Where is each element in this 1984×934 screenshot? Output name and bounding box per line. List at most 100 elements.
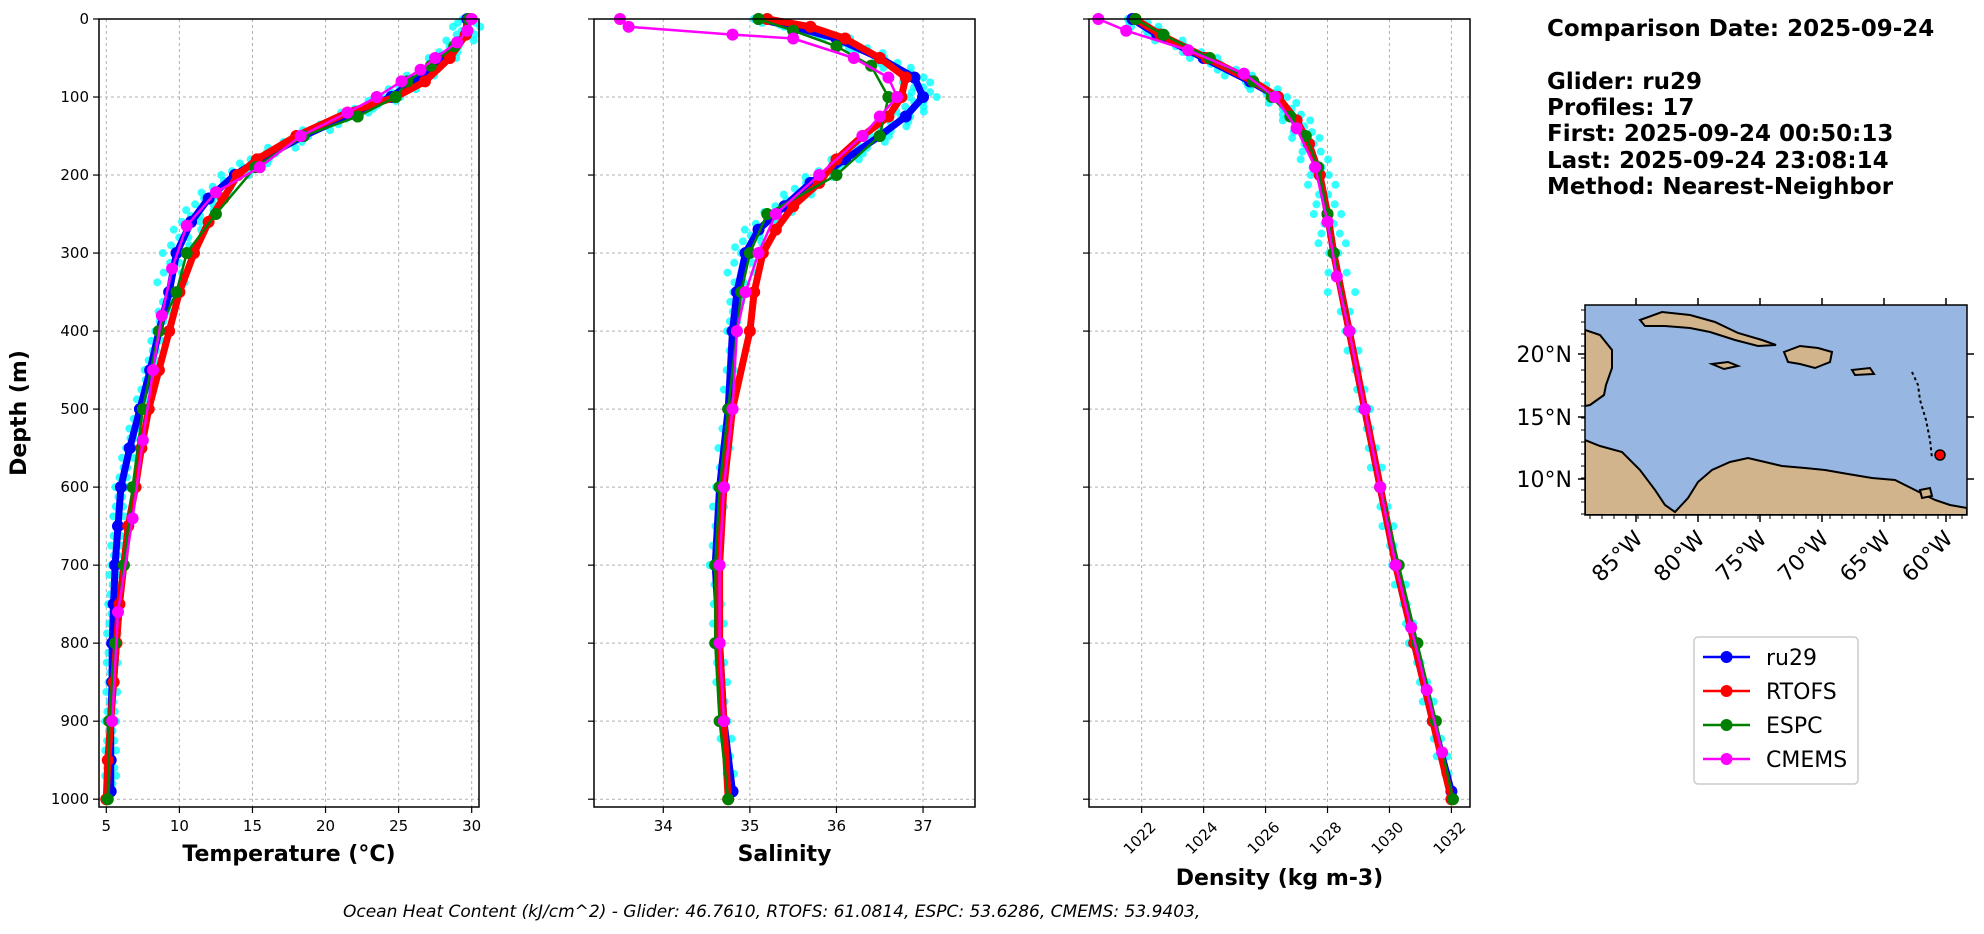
ohc-footer: Ocean Heat Content (kJ/cm^2) - Glider: 4… (343, 902, 1200, 922)
x-tick-label: 1028 (1306, 818, 1346, 858)
legend-entry-cmems: CMEMS (1703, 748, 1847, 773)
x-axis-label: Temperature (°C) (182, 842, 395, 867)
data-point-cmems (1436, 746, 1449, 759)
data-point-cmems (1268, 91, 1281, 104)
ru29-profile-cloud (705, 15, 941, 778)
x-tick-label: 37 (913, 817, 932, 835)
method: Method: Nearest-Neighbor (1547, 174, 1894, 200)
data-point-cmems (209, 186, 222, 199)
data-point-cmems (1343, 325, 1356, 338)
comparison-date: Comparison Date: 2025-09-24 (1547, 16, 1934, 42)
map-lon-label: 85°W (1588, 526, 1649, 587)
ru29-profile-point (932, 93, 941, 102)
data-point-cmems (752, 247, 765, 260)
data-point-cmems (787, 32, 800, 45)
profile-panels: 0 100 200 300 400 500 600 700 800 900 1000 5 10 15 20 2… (7, 10, 1471, 891)
data-point-cmems (414, 63, 427, 76)
data-point-cmems (429, 52, 442, 65)
x-axis-label: Density (kg m-3) (1176, 866, 1384, 891)
ru29-profile-point (731, 243, 740, 252)
ru29-profile-point (1330, 200, 1339, 209)
data-point-rtofs (769, 223, 782, 236)
y-axis-label: Depth (m) (7, 350, 32, 476)
ru29-profile-point (159, 268, 168, 277)
ru29-profile-point (1342, 268, 1351, 277)
y-tick-label: 500 (60, 400, 89, 418)
ru29-profile-point (1317, 229, 1326, 238)
data-point-espc (1157, 28, 1170, 41)
data-point-cmems (294, 130, 307, 143)
x-tick-label: 34 (654, 817, 673, 835)
data-point-ru29 (917, 91, 930, 104)
legend-label: ru29 (1766, 646, 1817, 671)
ru29-profile-point (1323, 288, 1332, 297)
y-tick-label: 1000 (51, 790, 89, 808)
data-point-cmems (730, 325, 743, 338)
ru29-profile-point (738, 237, 747, 246)
data-point-cmems (253, 161, 266, 174)
y-tick-label: 900 (60, 712, 89, 730)
data-point-rtofs (804, 20, 817, 33)
data-point-espc (209, 208, 222, 221)
ru29-profile-point (452, 30, 461, 39)
series-cmems (1092, 13, 1449, 759)
data-point-cmems (136, 434, 149, 447)
ru29-profile-point (442, 36, 451, 45)
panel-3: 1022 1024 1026 1028 1030 1032 Density (kg m-3) (1083, 13, 1471, 891)
data-point-rtofs (418, 75, 431, 88)
ru29-profile-point (169, 225, 178, 234)
panel-1: 0 100 200 300 400 500 600 700 800 900 1000 5 10 15 20 2… (7, 10, 485, 867)
ru29-profile-point (901, 102, 910, 111)
ru29-profile-point (291, 143, 300, 152)
data-point-rtofs (839, 32, 852, 45)
data-point-cmems (1182, 44, 1195, 57)
data-point-espc (830, 169, 843, 182)
x-tick-label: 30 (462, 817, 481, 835)
series-line-cmems (110, 18, 473, 722)
ru29-profile-point (1324, 155, 1333, 164)
data-point-rtofs (443, 52, 456, 65)
data-point-rtofs (748, 286, 761, 299)
ru29-profile-point (926, 78, 935, 87)
ru29-profile-point (1337, 210, 1346, 219)
ru29-profile-point (1306, 171, 1315, 180)
ru29-profile-point (102, 658, 111, 667)
y-tick-label: 0 (79, 10, 89, 28)
ru29-profile-point (1306, 116, 1315, 125)
data-point-cmems (461, 24, 474, 37)
data-point-ru29 (908, 71, 921, 84)
data-point-cmems (1309, 161, 1322, 174)
ru29-profile-point (902, 122, 911, 131)
series-ru29 (104, 13, 474, 798)
legend-frame (1693, 636, 1859, 785)
ru29-profile-point (469, 36, 478, 45)
data-point-cmems (1330, 270, 1343, 283)
y-tick-label: 400 (60, 322, 89, 340)
axes-frame (593, 18, 976, 808)
data-point-cmems (813, 169, 826, 182)
map-lon-label: 60°W (1898, 526, 1959, 587)
y-tick-label: 100 (60, 88, 89, 106)
data-point-ru29 (123, 442, 136, 455)
x-tick-label: 1022 (1120, 818, 1160, 858)
series-line-cmems (1097, 17, 1444, 753)
ru29-profile-point (191, 200, 200, 209)
ru29-profile-point (1324, 171, 1333, 180)
data-point-cmems (166, 262, 179, 275)
data-point-cmems (717, 481, 730, 494)
ru29-profile-point (1351, 288, 1360, 297)
ru29-profile-point (1331, 180, 1340, 189)
data-point-cmems (395, 75, 408, 88)
data-point-espc (389, 91, 402, 104)
data-point-cmems (1321, 215, 1334, 228)
data-point-cmems (112, 605, 124, 618)
x-tick-label: 1024 (1182, 818, 1222, 858)
series-line-ru29 (107, 18, 471, 792)
data-point-espc (722, 793, 735, 806)
ru29-profile-point (1324, 268, 1333, 277)
ru29-profile-point (740, 225, 749, 234)
ru29-profile-point (166, 241, 175, 250)
data-point-cmems (370, 91, 383, 104)
data-point-cmems (180, 219, 193, 232)
